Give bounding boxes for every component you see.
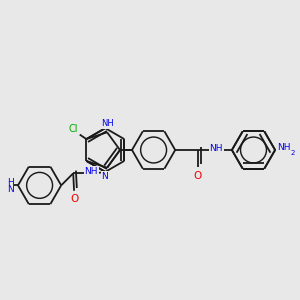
Text: N: N (101, 172, 108, 181)
Text: H: H (7, 178, 14, 188)
Text: N: N (7, 185, 14, 194)
Text: NH: NH (277, 143, 290, 152)
Text: 2: 2 (291, 150, 295, 156)
Text: Cl: Cl (69, 124, 78, 134)
Text: NH: NH (101, 119, 114, 128)
Text: NH: NH (209, 144, 223, 153)
Text: O: O (70, 194, 79, 204)
Text: O: O (193, 171, 202, 181)
Text: NH: NH (84, 167, 98, 176)
